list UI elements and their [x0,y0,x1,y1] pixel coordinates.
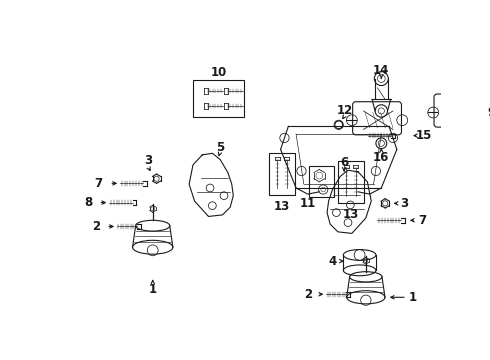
Text: 7: 7 [418,214,426,227]
Bar [194,80,244,117]
Bar [309,166,334,197]
Text: 5: 5 [216,141,224,154]
Text: 14: 14 [373,64,390,77]
Text: 4: 4 [328,255,337,267]
Text: 2: 2 [304,288,312,301]
Bar [269,153,295,195]
Text: 15: 15 [416,129,432,142]
Text: 7: 7 [95,177,102,190]
Text: 1: 1 [408,291,416,304]
Text: 8: 8 [84,196,93,209]
Text: 10: 10 [210,66,227,79]
Text: 1: 1 [148,283,157,296]
Text: 13: 13 [343,208,359,221]
Text: 3: 3 [144,154,152,167]
Text: 2: 2 [92,220,100,233]
Text: 12: 12 [337,104,353,117]
Bar [338,161,364,203]
Text: 3: 3 [400,197,408,210]
Text: 16: 16 [373,150,390,164]
Text: 11: 11 [299,197,316,210]
Text: 9: 9 [487,106,490,119]
Text: 13: 13 [274,200,290,213]
Text: 6: 6 [340,156,348,169]
